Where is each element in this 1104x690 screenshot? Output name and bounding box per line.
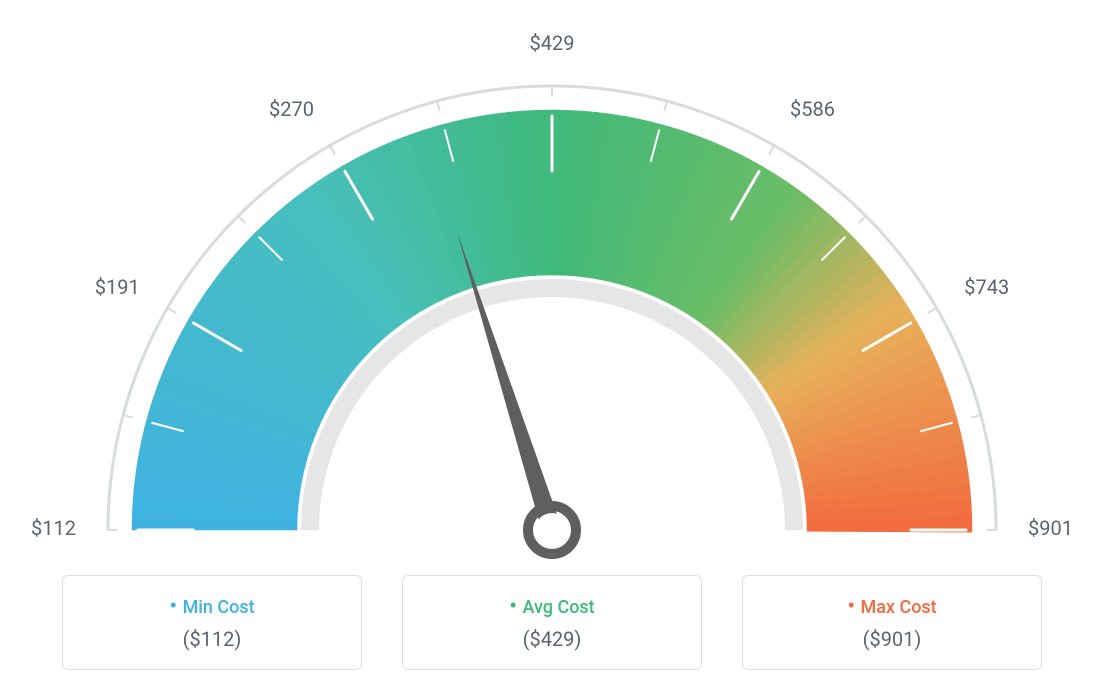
legend-max-value: ($901) bbox=[763, 627, 1021, 651]
tick-label: $901 bbox=[1028, 516, 1073, 540]
legend-card-min: Min Cost ($112) bbox=[62, 575, 362, 670]
legend-avg-title: Avg Cost bbox=[423, 594, 681, 619]
gauge-chart: $112 $191 $270 $429 $586 $743 $901 bbox=[0, 0, 1104, 560]
tick-label: $270 bbox=[269, 97, 314, 121]
gauge-band bbox=[132, 110, 972, 532]
tick-label: $743 bbox=[964, 275, 1009, 299]
legend-card-max: Max Cost ($901) bbox=[742, 575, 1042, 670]
tick-label: $191 bbox=[95, 275, 140, 299]
legend-card-avg: Avg Cost ($429) bbox=[402, 575, 702, 670]
legend-min-title: Min Cost bbox=[83, 594, 341, 619]
legend-row: Min Cost ($112) Avg Cost ($429) Max Cost… bbox=[0, 575, 1104, 670]
tick-label: $586 bbox=[790, 97, 835, 121]
tick-label: $112 bbox=[31, 516, 76, 540]
gauge-svg: $112 $191 $270 $429 $586 $743 $901 bbox=[0, 20, 1104, 580]
legend-avg-value: ($429) bbox=[423, 627, 681, 651]
tick-label: $429 bbox=[530, 31, 575, 55]
legend-max-title: Max Cost bbox=[763, 594, 1021, 619]
legend-min-value: ($112) bbox=[83, 627, 341, 651]
